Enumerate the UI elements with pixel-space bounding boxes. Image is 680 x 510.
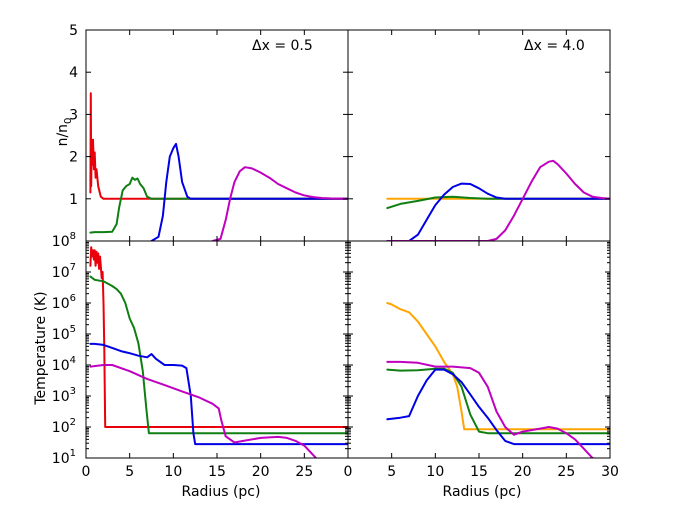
bottom-left-xtick-label: 25 [295, 464, 313, 480]
top-right-blue-series-line [386, 182, 610, 241]
bottom-right-xtick-label: 30 [601, 464, 619, 480]
temperature-ylabel: Temperature (K) [33, 291, 49, 405]
bottom-right-xtick-label: 15 [470, 464, 488, 480]
bottom-right-blue-series-line [386, 368, 610, 446]
annotation-left: Δx = 0.5 [252, 38, 313, 54]
top-left-series-group [89, 92, 348, 241]
top-right-magenta-series-line [386, 159, 610, 241]
xlabel-left: Radius (pc) [182, 484, 261, 500]
top-left-axes-frame [85, 29, 349, 242]
top-left-blue-series-line [150, 142, 348, 241]
bottom-right-xtick-label: 25 [557, 464, 575, 480]
top-right-green-series-line [386, 195, 610, 210]
bottom-right-xtick-label: 0 [344, 464, 353, 480]
top-left-ytick-label: 3 [69, 107, 78, 123]
density-ylabel-sub: 0 [63, 118, 74, 124]
top-left-magenta-series-line [211, 166, 348, 241]
bottom-right-green-series-line [386, 367, 610, 435]
density-ylabel: n/n0 [55, 118, 74, 147]
density-ylabel-main: n/n [55, 124, 71, 146]
bottom-left-blue-series-line [89, 342, 348, 446]
bottom-right-magenta-series-line [386, 360, 596, 458]
bottom-left-ytick-label: 105 [52, 324, 76, 343]
bottom-left-ytick-label: 104 [52, 355, 76, 374]
bottom-left-ytick-label: 107 [52, 262, 76, 281]
top-left-ytick-label: 4 [69, 65, 78, 81]
top-left-ytick-label: 5 [69, 23, 78, 39]
xlabel-right: Radius (pc) [443, 484, 522, 500]
series-layer [89, 92, 610, 458]
bottom-right-xtick-label: 20 [514, 464, 532, 480]
bottom-left-xtick-label: 5 [125, 464, 134, 480]
bottom-right-xtick-label: 10 [426, 464, 444, 480]
bottom-right-series-group [386, 302, 610, 458]
bottom-left-magenta-series-line [89, 364, 318, 458]
bottom-right-orange-series-line [386, 302, 610, 431]
bottom-right-xtick-label: 5 [387, 464, 396, 480]
top-left-green-series-line [89, 176, 348, 234]
top-right-series-group [386, 159, 610, 241]
bottom-left-red-series-line [89, 246, 348, 428]
bottom-left-ytick-label: 102 [52, 417, 76, 436]
top-left-ytick-label: 1 [69, 192, 78, 208]
bottom-left-xtick-label: 10 [164, 464, 182, 480]
top-left-ytick-label: 2 [69, 150, 78, 166]
bottom-left-xtick-label: 15 [208, 464, 226, 480]
top-left-red-series-line [89, 92, 348, 200]
bottom-left-green-series-line [89, 275, 348, 435]
bottom-left-series-group [89, 246, 348, 458]
top-right-axes-frame [347, 29, 611, 242]
annotation-right: Δx = 4.0 [524, 38, 585, 54]
bottom-right-axes-frame [347, 240, 611, 459]
bottom-left-axes-frame [85, 240, 349, 459]
bottom-left-ytick-label: 108 [52, 231, 76, 250]
bottom-left-xtick-label: 0 [82, 464, 91, 480]
bottom-left-xtick-label: 20 [252, 464, 270, 480]
bottom-left-ytick-label: 106 [52, 293, 76, 312]
bottom-left-ytick-label: 101 [52, 448, 76, 467]
bottom-left-ytick-label: 103 [52, 386, 76, 405]
